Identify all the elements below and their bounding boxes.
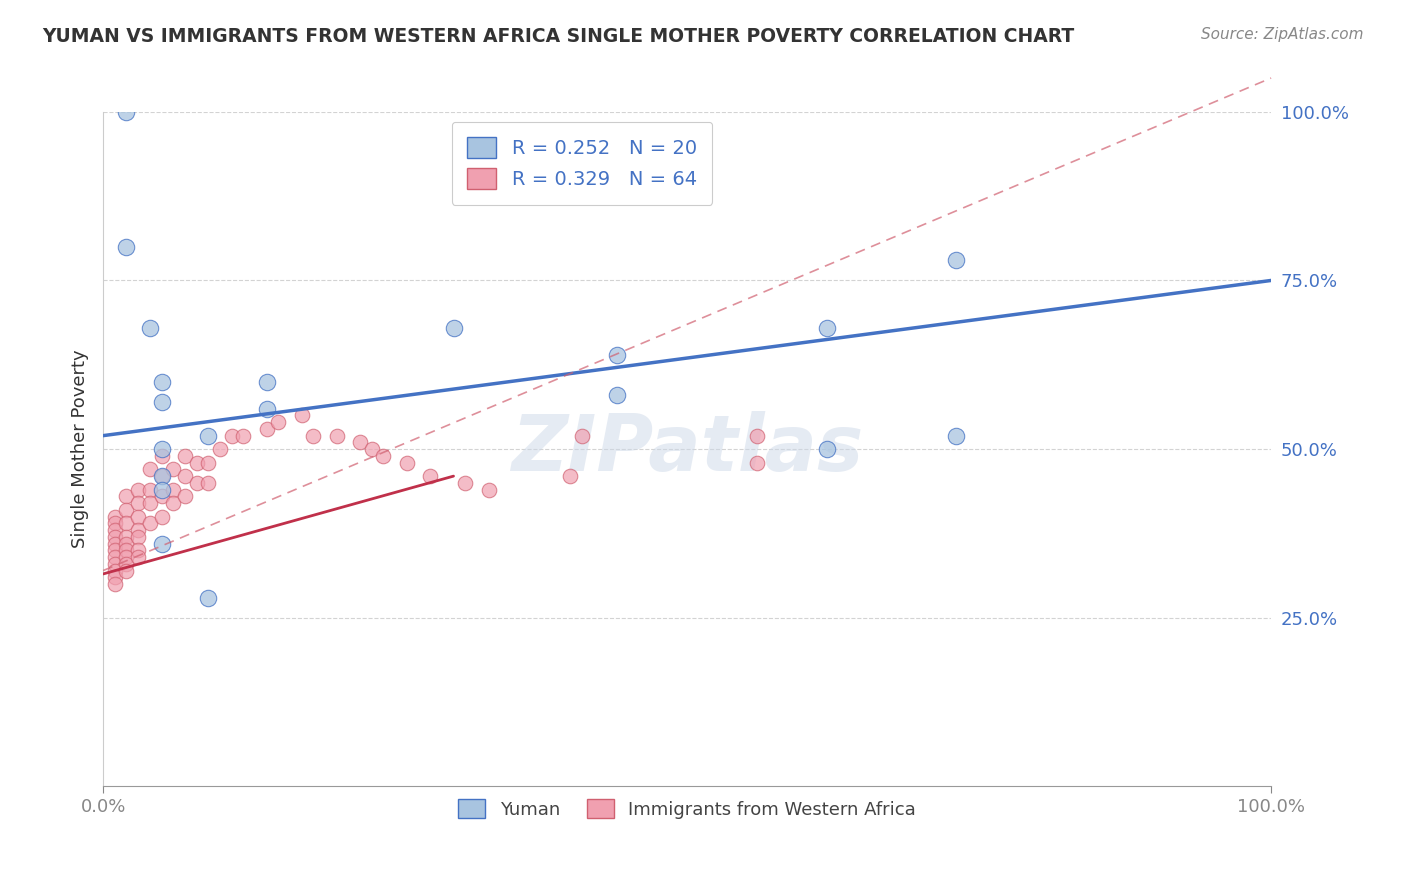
Point: [104, 557, 127, 571]
Point: [256, 401, 278, 416]
Point: [150, 449, 173, 463]
Point: [945, 253, 967, 268]
Point: [747, 456, 769, 470]
Point: [150, 395, 173, 409]
Point: [150, 536, 173, 550]
Point: [139, 320, 162, 334]
Point: [150, 483, 173, 497]
Point: [373, 449, 395, 463]
Point: [115, 557, 138, 571]
Point: [150, 469, 173, 483]
Point: [115, 550, 138, 565]
Point: [256, 422, 278, 436]
Point: [162, 483, 184, 497]
Point: [325, 428, 347, 442]
Point: [443, 320, 465, 334]
Point: [349, 435, 371, 450]
Point: [127, 496, 149, 510]
Point: [360, 442, 382, 457]
Point: [139, 483, 162, 497]
Point: [115, 536, 138, 550]
Point: [291, 409, 314, 423]
Point: [173, 449, 195, 463]
Point: [115, 564, 138, 578]
Point: [302, 428, 325, 442]
Point: [256, 375, 278, 389]
Point: [815, 320, 838, 334]
Point: [115, 489, 138, 503]
Point: [104, 523, 127, 537]
Point: [150, 375, 173, 389]
Point: [267, 415, 290, 429]
Point: [115, 530, 138, 544]
Point: [173, 469, 195, 483]
Point: [395, 456, 418, 470]
Point: [454, 475, 477, 490]
Point: [197, 428, 219, 442]
Point: [104, 516, 127, 531]
Point: [104, 536, 127, 550]
Point: [232, 428, 254, 442]
Point: [115, 104, 138, 119]
Point: [104, 564, 127, 578]
Point: [115, 543, 138, 558]
Point: [173, 489, 195, 503]
Y-axis label: Single Mother Poverty: Single Mother Poverty: [72, 350, 89, 549]
Point: [419, 469, 441, 483]
Text: ZIPatlas: ZIPatlas: [510, 411, 863, 487]
Point: [815, 442, 838, 457]
Text: YUMAN VS IMMIGRANTS FROM WESTERN AFRICA SINGLE MOTHER POVERTY CORRELATION CHART: YUMAN VS IMMIGRANTS FROM WESTERN AFRICA …: [42, 27, 1074, 45]
Point: [747, 428, 769, 442]
Point: [127, 530, 149, 544]
Point: [139, 516, 162, 531]
Point: [945, 428, 967, 442]
Point: [139, 462, 162, 476]
Point: [104, 543, 127, 558]
Legend: Yuman, Immigrants from Western Africa: Yuman, Immigrants from Western Africa: [446, 787, 929, 831]
Point: [150, 469, 173, 483]
Point: [162, 496, 184, 510]
Point: [186, 475, 208, 490]
Point: [115, 516, 138, 531]
Point: [197, 475, 219, 490]
Point: [104, 570, 127, 584]
Point: [606, 388, 628, 402]
Point: [606, 348, 628, 362]
Point: [162, 462, 184, 476]
Point: [150, 442, 173, 457]
Point: [150, 509, 173, 524]
Point: [104, 509, 127, 524]
Point: [208, 442, 231, 457]
Point: [127, 483, 149, 497]
Point: [115, 503, 138, 517]
Point: [127, 543, 149, 558]
Point: [115, 240, 138, 254]
Point: [139, 496, 162, 510]
Point: [104, 577, 127, 591]
Point: [560, 469, 582, 483]
Point: [186, 456, 208, 470]
Point: [571, 428, 593, 442]
Point: [197, 456, 219, 470]
Point: [197, 591, 219, 605]
Point: [104, 550, 127, 565]
Point: [127, 523, 149, 537]
Text: Source: ZipAtlas.com: Source: ZipAtlas.com: [1201, 27, 1364, 42]
Point: [104, 530, 127, 544]
Point: [221, 428, 243, 442]
Point: [127, 509, 149, 524]
Point: [477, 483, 499, 497]
Point: [127, 550, 149, 565]
Point: [150, 489, 173, 503]
